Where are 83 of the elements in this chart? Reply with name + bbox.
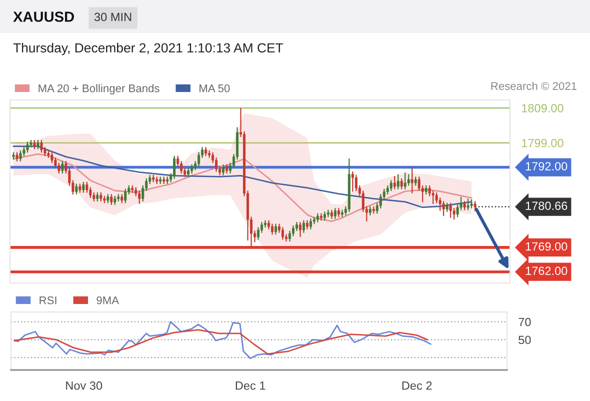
- line-series: [14, 329, 428, 355]
- x-tick-label: Dec 2: [402, 381, 432, 390]
- candlestick: [120, 194, 124, 204]
- candlestick: [316, 212, 319, 223]
- candlestick: [463, 200, 466, 211]
- candlestick: [75, 183, 78, 196]
- candlestick: [414, 176, 417, 186]
- legend-label: RSI: [40, 296, 56, 304]
- candlestick: [173, 155, 176, 180]
- candlestick: [36, 140, 40, 150]
- candlestick: [110, 194, 113, 206]
- candlestick: [19, 150, 22, 162]
- candlestick: [124, 188, 127, 204]
- text: Research © 2021: [491, 82, 576, 90]
- ref-line-label: 1769.00: [526, 242, 568, 251]
- candlestick: [404, 172, 406, 190]
- candlestick: [446, 202, 448, 212]
- candlestick: [309, 218, 312, 230]
- candlestick: [466, 198, 470, 211]
- candlestick: [138, 190, 141, 204]
- candlestick: [270, 223, 274, 236]
- candlestick: [40, 140, 43, 154]
- candlestick: [16, 152, 18, 162]
- candlestick: [424, 184, 428, 196]
- candlestick: [390, 180, 392, 192]
- candlestick: [330, 209, 333, 220]
- candlestick: [337, 208, 340, 218]
- legend-label: 9MA: [96, 296, 120, 304]
- line-series: [12, 153, 472, 222]
- x-tick-label: Dec 1: [236, 382, 266, 390]
- candlestick: [396, 174, 400, 190]
- candlestick: [190, 164, 194, 174]
- candlestick: [215, 156, 218, 172]
- candlestick: [222, 164, 225, 176]
- candlestick: [96, 192, 99, 202]
- candlestick: [470, 198, 473, 209]
- candlestick: [354, 174, 358, 192]
- candlestick: [134, 186, 138, 197]
- legend-label: MA 20 + Bollinger Bands: [38, 84, 160, 94]
- candlestick: [410, 166, 414, 194]
- candlestick: [82, 181, 85, 194]
- candlestick: [114, 195, 116, 206]
- ref-line-label: 1762.00: [526, 266, 568, 276]
- candlestick: [368, 206, 372, 216]
- chart-title: XAUUSD: [13, 12, 74, 22]
- chart-subtitle: 30 MIN: [94, 12, 132, 22]
- candlestick: [100, 192, 102, 202]
- legend-label: MA 50: [200, 84, 230, 92]
- x-tick-label: Nov 30: [66, 381, 102, 390]
- candlestick: [61, 160, 64, 174]
- candlestick: [187, 167, 190, 178]
- candlestick: [442, 200, 445, 217]
- ref-line-label: 1792.00: [526, 162, 568, 170]
- candlestick: [302, 220, 305, 234]
- candlestick: [226, 164, 228, 174]
- ref-line-label: 1780.66: [526, 202, 568, 210]
- y-tick-label: 70: [518, 318, 531, 326]
- candlestick: [281, 226, 284, 240]
- candlestick: [306, 220, 308, 230]
- candlestick: [78, 183, 82, 194]
- candlestick: [351, 170, 354, 192]
- candlestick: [180, 160, 183, 174]
- candlestick: [449, 202, 452, 218]
- line-series: [14, 321, 432, 360]
- candlestick: [334, 208, 336, 220]
- y-tick-label: 1799.00: [522, 138, 564, 148]
- candlestick: [176, 155, 180, 168]
- candlestick: [33, 140, 36, 150]
- candlestick: [198, 152, 200, 168]
- candlestick: [298, 221, 302, 238]
- candlestick: [274, 223, 277, 236]
- candlestick: [400, 178, 403, 190]
- candlestick: [26, 141, 29, 154]
- candlestick: [106, 194, 110, 204]
- candlestick: [204, 146, 208, 157]
- candlestick: [407, 174, 410, 186]
- candlestick: [142, 184, 144, 202]
- candlestick: [393, 175, 396, 190]
- candlestick: [474, 200, 476, 212]
- y-tick-label: 50: [518, 336, 531, 344]
- candlestick: [323, 210, 326, 222]
- y-tick-label: 1809.00: [522, 104, 564, 112]
- text: Thursday, December 2, 2021 1:10:13 AM CET: [13, 42, 284, 56]
